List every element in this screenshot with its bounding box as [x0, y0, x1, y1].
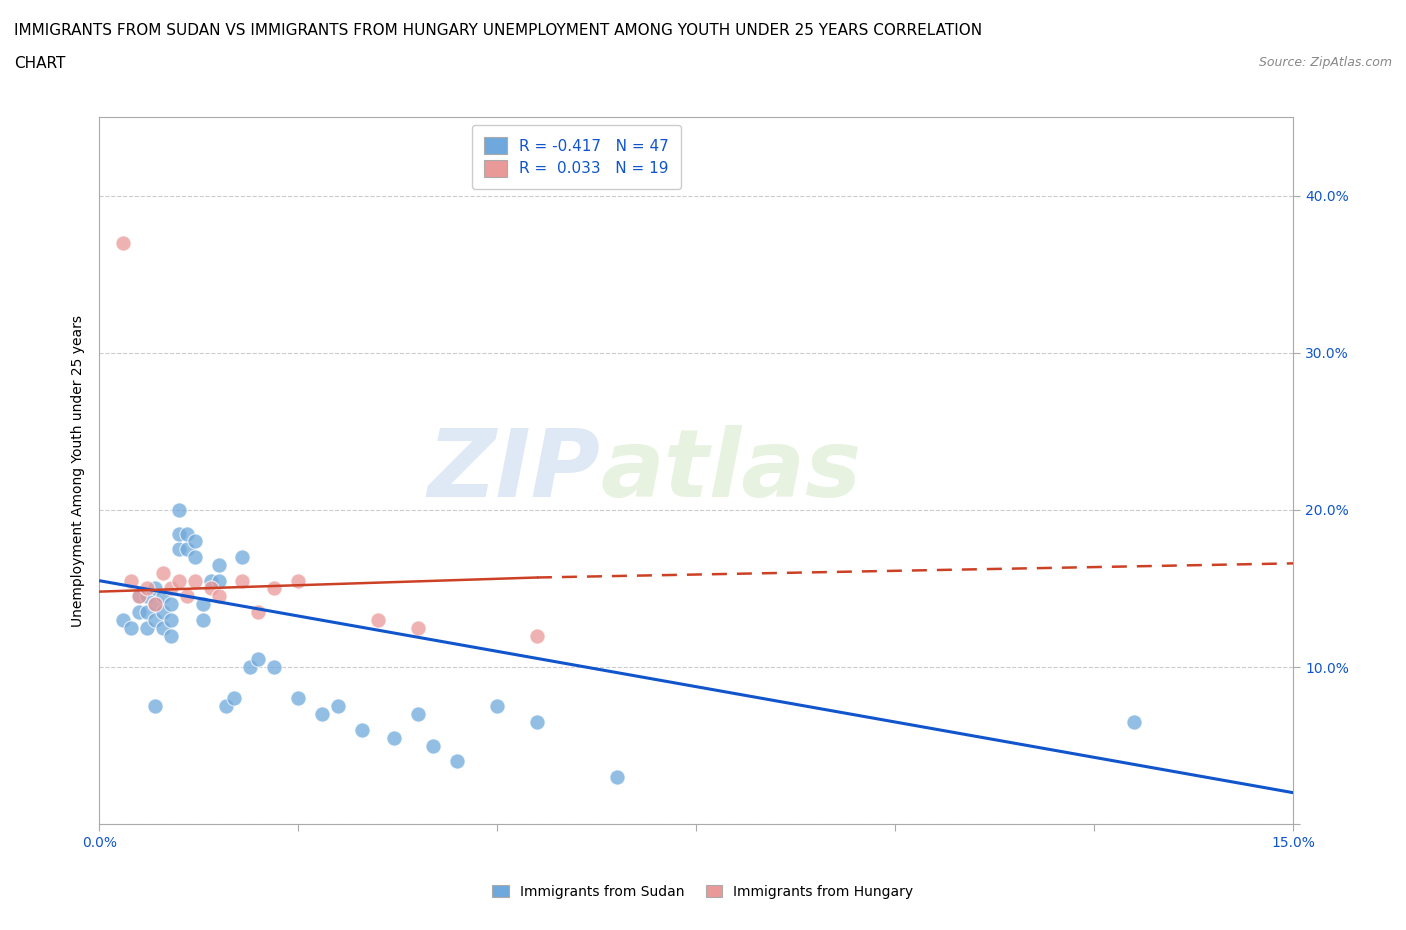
- Point: [120, 573, 142, 588]
- Legend: Immigrants from Sudan, Immigrants from Hungary: Immigrants from Sudan, Immigrants from H…: [486, 880, 920, 905]
- Point: [326, 698, 349, 713]
- Point: [120, 620, 142, 635]
- Point: [200, 573, 222, 588]
- Point: [159, 628, 181, 643]
- Y-axis label: Unemployment Among Youth under 25 years: Unemployment Among Youth under 25 years: [72, 314, 86, 627]
- Point: [263, 659, 285, 674]
- Point: [350, 723, 373, 737]
- Point: [526, 714, 548, 729]
- Text: ZIP: ZIP: [427, 425, 600, 517]
- Point: [263, 581, 285, 596]
- Point: [486, 698, 509, 713]
- Point: [167, 502, 190, 517]
- Point: [143, 597, 166, 612]
- Point: [135, 604, 157, 619]
- Point: [135, 581, 157, 596]
- Point: [287, 573, 309, 588]
- Point: [167, 573, 190, 588]
- Point: [207, 573, 229, 588]
- Point: [247, 652, 270, 667]
- Point: [231, 550, 253, 565]
- Point: [207, 557, 229, 572]
- Point: [247, 604, 270, 619]
- Point: [287, 691, 309, 706]
- Point: [526, 628, 548, 643]
- Point: [239, 659, 262, 674]
- Point: [311, 707, 333, 722]
- Point: [143, 597, 166, 612]
- Text: IMMIGRANTS FROM SUDAN VS IMMIGRANTS FROM HUNGARY UNEMPLOYMENT AMONG YOUTH UNDER : IMMIGRANTS FROM SUDAN VS IMMIGRANTS FROM…: [14, 23, 983, 38]
- Point: [406, 620, 429, 635]
- Point: [367, 613, 389, 628]
- Point: [191, 613, 214, 628]
- Point: [111, 613, 134, 628]
- Point: [111, 235, 134, 250]
- Point: [406, 707, 429, 722]
- Point: [176, 526, 198, 541]
- Point: [135, 589, 157, 604]
- Point: [176, 589, 198, 604]
- Point: [159, 613, 181, 628]
- Point: [143, 581, 166, 596]
- Point: [167, 542, 190, 557]
- Point: [143, 698, 166, 713]
- Point: [200, 581, 222, 596]
- Point: [135, 620, 157, 635]
- Point: [159, 597, 181, 612]
- Point: [152, 604, 174, 619]
- Point: [191, 597, 214, 612]
- Point: [128, 589, 150, 604]
- Point: [152, 589, 174, 604]
- Text: Source: ZipAtlas.com: Source: ZipAtlas.com: [1258, 56, 1392, 69]
- Point: [128, 589, 150, 604]
- Point: [1122, 714, 1144, 729]
- Point: [422, 738, 444, 753]
- Text: atlas: atlas: [600, 425, 862, 517]
- Point: [152, 620, 174, 635]
- Point: [224, 691, 246, 706]
- Point: [231, 573, 253, 588]
- Point: [152, 565, 174, 580]
- Point: [128, 604, 150, 619]
- Point: [215, 698, 238, 713]
- Point: [143, 613, 166, 628]
- Text: CHART: CHART: [14, 56, 66, 71]
- Point: [382, 730, 405, 745]
- Point: [606, 769, 628, 784]
- Point: [176, 542, 198, 557]
- Point: [207, 589, 229, 604]
- Point: [167, 526, 190, 541]
- Legend: R = -0.417   N = 47, R =  0.033   N = 19: R = -0.417 N = 47, R = 0.033 N = 19: [472, 125, 682, 189]
- Point: [183, 534, 205, 549]
- Point: [183, 550, 205, 565]
- Point: [446, 754, 468, 769]
- Point: [159, 581, 181, 596]
- Point: [183, 573, 205, 588]
